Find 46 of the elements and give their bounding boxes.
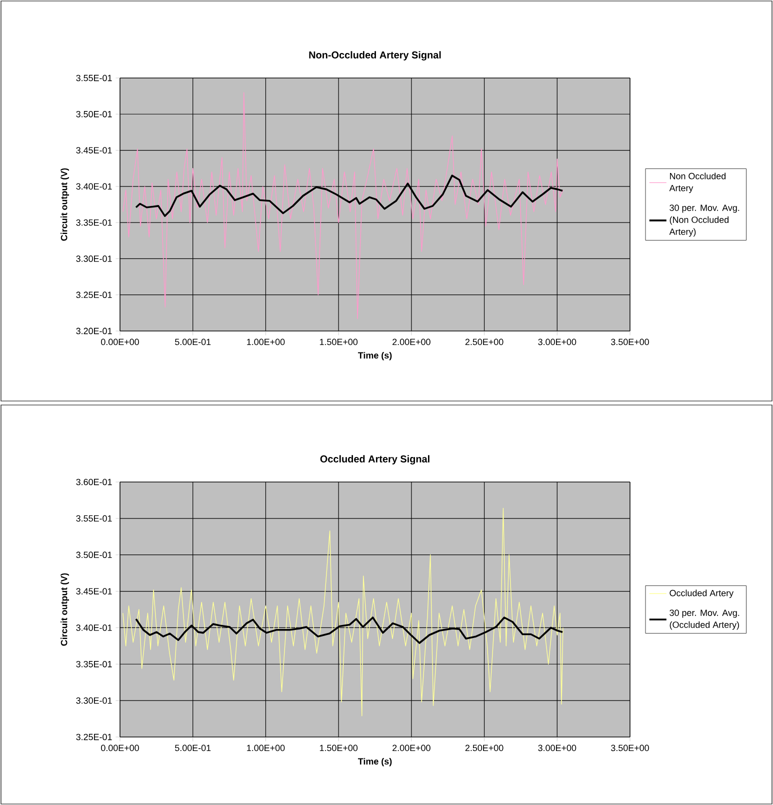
- x-axis-title: Time (s): [358, 352, 392, 360]
- y-tick-label: 3.25E-01: [76, 734, 112, 740]
- y-tick-label: 3.50E-01: [76, 110, 112, 118]
- x-tick-label: 3.50E+00: [611, 338, 649, 346]
- legend-label: Non Occluded Artery: [669, 172, 726, 194]
- y-tick-label: 3.55E-01: [76, 74, 112, 82]
- x-tick-label: 1.50E+00: [320, 744, 358, 752]
- line-series: [122, 508, 564, 716]
- y-tick-label: 3.40E-01: [76, 183, 112, 190]
- x-tick-label: 3.00E+00: [538, 744, 576, 752]
- y-tick-label: 3.35E-01: [76, 219, 112, 226]
- x-tick-label: 1.50E+00: [320, 338, 358, 346]
- y-tick-label: 3.20E-01: [76, 328, 112, 334]
- y-tick-label: 3.45E-01: [76, 147, 112, 154]
- line-series: [135, 174, 564, 217]
- y-axis-title: Circuit output (V): [60, 573, 69, 646]
- y-tick-label: 3.35E-01: [76, 660, 112, 668]
- x-axis-title: Time (s): [358, 758, 392, 766]
- line-series: [135, 616, 564, 644]
- x-tick-label: 0.00E+00: [101, 744, 139, 752]
- x-tick-label: 1.00E+00: [247, 338, 285, 346]
- x-tick-label: 3.00E+00: [538, 338, 576, 346]
- legend-label: Occluded Artery: [670, 590, 734, 598]
- x-tick-label: 2.00E+00: [392, 744, 430, 752]
- chart-title: Occluded Artery Signal: [320, 455, 430, 464]
- x-tick-label: 5.00E-01: [175, 338, 211, 346]
- y-tick-label: 3.45E-01: [76, 588, 112, 594]
- x-tick-label: 2.50E+00: [465, 338, 504, 346]
- y-tick-label: 3.30E-01: [76, 697, 112, 704]
- x-tick-label: 3.50E+00: [611, 744, 649, 752]
- x-tick-label: 5.00E-01: [175, 744, 211, 752]
- chart-title: Non-Occluded Artery Signal: [309, 51, 441, 60]
- x-tick-label: 1.00E+00: [247, 744, 285, 752]
- legend-label: 30 per. Mov. Avg. (Occluded Artery): [670, 610, 740, 630]
- y-tick-label: 3.30E-01: [76, 256, 112, 262]
- line-series: [122, 92, 564, 320]
- y-tick-label: 3.60E-01: [76, 478, 112, 486]
- y-axis-title: Circuit output (V): [60, 168, 69, 241]
- y-tick-label: 3.25E-01: [76, 292, 112, 298]
- y-tick-label: 3.40E-01: [76, 624, 112, 631]
- y-tick-label: 3.55E-01: [76, 515, 112, 522]
- y-tick-label: 3.50E-01: [76, 552, 112, 558]
- x-tick-label: 0.00E+00: [101, 338, 139, 346]
- x-tick-label: 2.00E+00: [392, 338, 430, 346]
- legend-label: 30 per. Mov. Avg. (Non Occluded Artery): [669, 204, 740, 237]
- x-tick-label: 2.50E+00: [465, 744, 504, 752]
